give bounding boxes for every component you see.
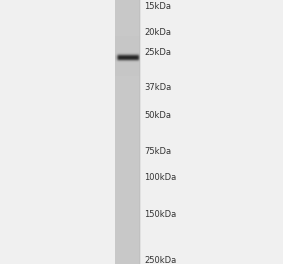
Text: 25kDa: 25kDa	[144, 48, 171, 57]
Text: 100kDa: 100kDa	[144, 173, 177, 182]
Text: 50kDa: 50kDa	[144, 111, 171, 120]
Text: 15kDa: 15kDa	[144, 2, 171, 11]
Text: 150kDa: 150kDa	[144, 210, 177, 219]
Bar	[115, 0, 140, 264]
Text: 37kDa: 37kDa	[144, 83, 171, 92]
Text: 250kDa: 250kDa	[144, 256, 177, 264]
Text: 20kDa: 20kDa	[144, 28, 171, 37]
Text: 75kDa: 75kDa	[144, 147, 171, 156]
